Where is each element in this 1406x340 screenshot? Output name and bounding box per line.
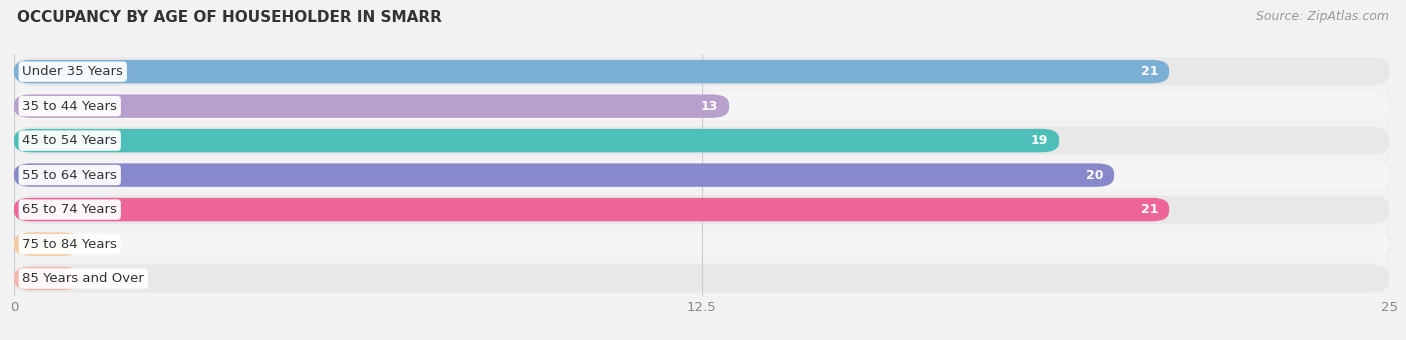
- Text: 20: 20: [1085, 169, 1104, 182]
- Text: 0: 0: [97, 238, 105, 251]
- FancyBboxPatch shape: [14, 164, 1114, 187]
- Text: OCCUPANCY BY AGE OF HOUSEHOLDER IN SMARR: OCCUPANCY BY AGE OF HOUSEHOLDER IN SMARR: [17, 10, 441, 25]
- Text: 85 Years and Over: 85 Years and Over: [22, 272, 145, 285]
- FancyBboxPatch shape: [14, 60, 1170, 83]
- Text: Source: ZipAtlas.com: Source: ZipAtlas.com: [1256, 10, 1389, 23]
- FancyBboxPatch shape: [14, 195, 1389, 224]
- Text: 65 to 74 Years: 65 to 74 Years: [22, 203, 117, 216]
- FancyBboxPatch shape: [14, 161, 1389, 189]
- FancyBboxPatch shape: [14, 232, 80, 256]
- Text: 75 to 84 Years: 75 to 84 Years: [22, 238, 117, 251]
- FancyBboxPatch shape: [14, 92, 1389, 120]
- FancyBboxPatch shape: [14, 57, 1389, 86]
- Text: 55 to 64 Years: 55 to 64 Years: [22, 169, 117, 182]
- FancyBboxPatch shape: [14, 265, 1389, 293]
- FancyBboxPatch shape: [14, 198, 1170, 221]
- Text: 0: 0: [97, 272, 105, 285]
- FancyBboxPatch shape: [14, 129, 1059, 152]
- Text: 45 to 54 Years: 45 to 54 Years: [22, 134, 117, 147]
- Text: 35 to 44 Years: 35 to 44 Years: [22, 100, 117, 113]
- Text: 21: 21: [1140, 203, 1159, 216]
- FancyBboxPatch shape: [14, 230, 1389, 258]
- Text: 21: 21: [1140, 65, 1159, 78]
- Text: 13: 13: [700, 100, 718, 113]
- Text: Under 35 Years: Under 35 Years: [22, 65, 124, 78]
- FancyBboxPatch shape: [14, 267, 80, 290]
- Text: 19: 19: [1031, 134, 1047, 147]
- FancyBboxPatch shape: [14, 95, 730, 118]
- FancyBboxPatch shape: [14, 126, 1389, 155]
